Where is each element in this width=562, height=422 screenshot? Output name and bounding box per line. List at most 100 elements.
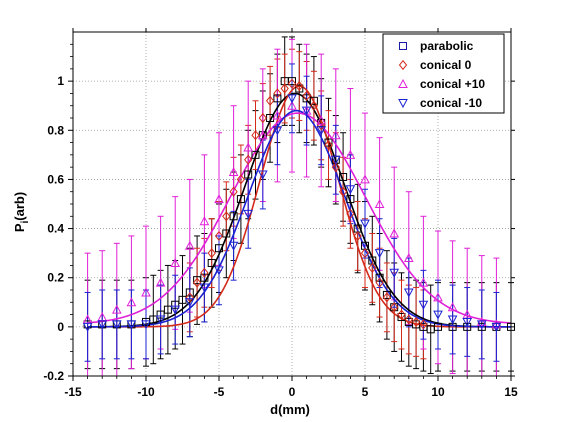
legend-symbol-parabolic xyxy=(399,42,407,50)
data-point-conical-0 xyxy=(229,186,238,197)
legend-label-conical-minus-10: conical -10 xyxy=(420,96,482,110)
data-point-conical-0 xyxy=(265,95,275,106)
data-point-conical-minus-10 xyxy=(126,320,137,330)
data-point-conical-0 xyxy=(331,162,340,173)
data-point-conical-plus-10 xyxy=(155,277,166,287)
y-tick-label: 0.4 xyxy=(47,222,64,236)
data-point-parabolic xyxy=(309,96,318,105)
data-point-conical-0 xyxy=(258,112,267,124)
data-point-conical-minus-10 xyxy=(141,320,151,330)
data-point-conical-minus-10 xyxy=(214,266,224,276)
data-point-conical-0 xyxy=(251,130,260,141)
data-point-conical-minus-10 xyxy=(374,249,385,259)
data-point-conical-plus-10 xyxy=(111,304,122,314)
data-point-conical-minus-10 xyxy=(287,94,297,104)
data-point-conical-plus-10 xyxy=(184,240,195,250)
data-point-parabolic xyxy=(200,273,209,282)
data-point-parabolic xyxy=(434,322,442,331)
x-tick-label: -5 xyxy=(214,385,225,399)
data-point-conical-minus-10 xyxy=(316,126,327,136)
data-point-conical-plus-10 xyxy=(287,100,297,110)
data-point-conical-0 xyxy=(368,262,377,273)
fit-curve-conical-plus-10 xyxy=(87,112,512,324)
x-axis-label: d(mm) xyxy=(270,402,310,417)
data-point-parabolic xyxy=(236,195,245,204)
x-tick-label: 10 xyxy=(431,385,445,399)
svg-text:Pi(arb): Pi(arb) xyxy=(12,192,31,232)
data-point-conical-minus-10 xyxy=(476,320,487,330)
data-point-conical-plus-10 xyxy=(243,142,254,152)
legend-symbol-conical-minus-10 xyxy=(398,99,408,109)
data-point-conical-minus-10 xyxy=(257,170,268,180)
data-point-parabolic xyxy=(397,313,406,322)
data-point-parabolic xyxy=(185,288,194,297)
x-tick-label: 0 xyxy=(289,385,296,399)
data-point-parabolic xyxy=(288,77,296,86)
data-point-conical-plus-10 xyxy=(316,115,327,125)
data-point-conical-minus-10 xyxy=(301,106,312,116)
data-point-conical-minus-10 xyxy=(491,322,502,332)
data-point-conical-0 xyxy=(280,83,289,94)
data-point-conical-minus-10 xyxy=(97,320,108,330)
data-point-parabolic xyxy=(163,305,172,314)
y-tick-label: 0.2 xyxy=(47,271,64,285)
data-point-conical-0 xyxy=(419,319,428,330)
data-point-conical-minus-10 xyxy=(403,288,414,298)
data-point-parabolic xyxy=(382,290,391,299)
y-tick-label: 1 xyxy=(57,74,64,88)
axis-ticks xyxy=(68,28,515,381)
data-point-conical-0 xyxy=(360,248,370,259)
data-point-conical-minus-10 xyxy=(155,315,166,325)
x-tick-label: -15 xyxy=(64,385,82,399)
data-point-conical-0 xyxy=(192,277,202,288)
legend-label-parabolic: parabolic xyxy=(420,39,474,53)
data-point-conical-0 xyxy=(236,174,246,185)
data-point-conical-plus-10 xyxy=(476,316,487,326)
data-point-conical-plus-10 xyxy=(491,319,502,329)
data-point-parabolic xyxy=(375,273,384,282)
data-point-conical-minus-10 xyxy=(418,300,429,310)
data-point-conical-minus-10 xyxy=(345,185,356,195)
data-point-parabolic xyxy=(477,322,486,331)
data-markers xyxy=(82,77,515,334)
data-point-parabolic xyxy=(273,94,282,103)
data-point-conical-plus-10 xyxy=(228,166,239,177)
legend-label-conical-0: conical 0 xyxy=(420,58,472,72)
data-point-conical-0 xyxy=(404,314,413,325)
data-point-conical-plus-10 xyxy=(126,297,137,307)
data-point-conical-0 xyxy=(353,230,362,242)
data-point-conical-plus-10 xyxy=(141,287,151,297)
data-point-conical-plus-10 xyxy=(403,252,414,263)
data-point-conical-0 xyxy=(302,90,311,101)
data-point-conical-plus-10 xyxy=(330,130,341,140)
data-point-conical-0 xyxy=(382,292,392,303)
data-point-conical-minus-10 xyxy=(111,320,122,330)
data-point-conical-0 xyxy=(309,100,319,111)
y-tick-label: 0.6 xyxy=(47,172,64,186)
data-point-parabolic xyxy=(171,300,180,309)
data-point-conical-0 xyxy=(222,211,231,222)
data-point-conical-minus-10 xyxy=(228,241,239,251)
legend-symbol-conical-0 xyxy=(398,59,408,71)
legend: parabolic conical 0 conical +10 conical … xyxy=(382,33,505,114)
data-point-parabolic xyxy=(295,84,304,93)
fit-curve-conical-0 xyxy=(87,85,511,328)
data-point-conical-plus-10 xyxy=(418,277,429,287)
data-point-conical-minus-10 xyxy=(82,322,93,332)
data-point-conical-0 xyxy=(185,292,194,303)
y-axis-label-main: P xyxy=(12,223,27,232)
y-axis-label: Pi(arb) xyxy=(12,192,31,232)
data-point-conical-plus-10 xyxy=(433,292,443,302)
data-point-parabolic xyxy=(346,195,355,204)
data-point-parabolic xyxy=(207,258,216,267)
data-point-conical-0 xyxy=(244,154,253,165)
data-point-parabolic xyxy=(222,229,231,238)
data-point-conical-minus-10 xyxy=(243,209,254,219)
data-point-conical-minus-10 xyxy=(330,155,341,165)
tick-labels: -15 -10 -5 0 5 10 15 -0.2 0 0.2 0.4 0.6 0.8 1 xyxy=(43,74,518,399)
data-point-parabolic xyxy=(244,170,253,179)
data-point-conical-plus-10 xyxy=(389,228,400,238)
data-point-parabolic xyxy=(463,322,472,331)
data-point-conical-0 xyxy=(338,186,348,197)
